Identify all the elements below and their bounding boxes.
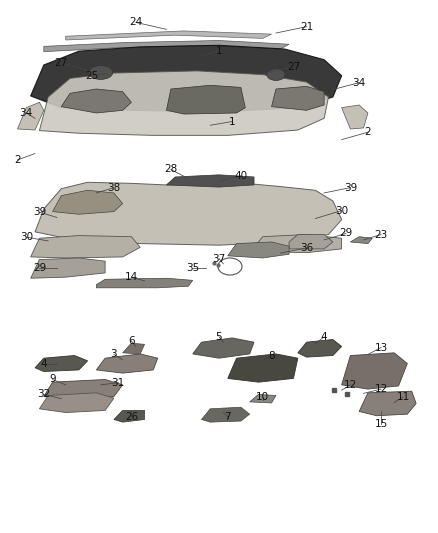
Polygon shape	[31, 258, 105, 278]
Text: 2: 2	[364, 127, 371, 137]
Text: 4: 4	[40, 359, 47, 368]
Text: 6: 6	[128, 336, 135, 346]
Text: 38: 38	[107, 183, 120, 192]
Polygon shape	[31, 45, 342, 112]
Polygon shape	[359, 391, 416, 416]
Text: 1: 1	[215, 46, 223, 55]
Text: 39: 39	[344, 183, 357, 192]
Text: 35: 35	[186, 263, 199, 272]
Text: 7: 7	[224, 412, 231, 422]
Polygon shape	[254, 235, 342, 253]
Ellipse shape	[267, 69, 285, 80]
Text: 27: 27	[55, 58, 68, 68]
Text: 21: 21	[300, 22, 313, 31]
Polygon shape	[289, 235, 333, 249]
Polygon shape	[53, 190, 123, 214]
Polygon shape	[350, 237, 372, 244]
Polygon shape	[298, 340, 342, 357]
Text: 27: 27	[287, 62, 300, 71]
Polygon shape	[18, 102, 44, 130]
Polygon shape	[228, 242, 289, 258]
Polygon shape	[166, 85, 245, 114]
Polygon shape	[342, 105, 368, 129]
Text: 3: 3	[110, 350, 117, 359]
Polygon shape	[66, 31, 272, 40]
Polygon shape	[342, 353, 407, 389]
Text: 12: 12	[344, 380, 357, 390]
Polygon shape	[44, 379, 123, 400]
Text: 32: 32	[37, 390, 50, 399]
Text: 40: 40	[234, 171, 247, 181]
Polygon shape	[96, 354, 158, 373]
Polygon shape	[96, 278, 193, 288]
Text: 36: 36	[300, 243, 313, 253]
Text: 23: 23	[374, 230, 388, 239]
Polygon shape	[201, 407, 250, 422]
Text: 1: 1	[229, 117, 236, 126]
Polygon shape	[123, 343, 145, 354]
Text: 26: 26	[125, 412, 138, 422]
Text: 9: 9	[49, 375, 56, 384]
Text: 11: 11	[396, 392, 410, 402]
Text: 2: 2	[14, 155, 21, 165]
Polygon shape	[228, 354, 298, 382]
Text: 30: 30	[335, 206, 348, 215]
Polygon shape	[166, 175, 254, 187]
Polygon shape	[39, 71, 329, 135]
Text: 31: 31	[112, 378, 125, 387]
Text: 5: 5	[215, 332, 223, 342]
Polygon shape	[31, 236, 140, 258]
Polygon shape	[250, 394, 276, 403]
Text: 8: 8	[268, 351, 275, 361]
Text: 10: 10	[256, 392, 269, 402]
Text: 28: 28	[164, 165, 177, 174]
Text: 14: 14	[125, 272, 138, 282]
Text: 39: 39	[33, 207, 46, 217]
Text: 15: 15	[374, 419, 388, 429]
Text: 13: 13	[374, 343, 388, 352]
Ellipse shape	[88, 66, 113, 79]
Polygon shape	[35, 182, 342, 245]
Text: 25: 25	[85, 71, 99, 80]
Polygon shape	[35, 356, 88, 372]
Text: 34: 34	[353, 78, 366, 87]
Polygon shape	[39, 393, 114, 413]
Polygon shape	[114, 410, 145, 422]
Text: 34: 34	[20, 108, 33, 118]
Text: 29: 29	[339, 229, 353, 238]
Polygon shape	[193, 338, 254, 358]
Text: 30: 30	[20, 232, 33, 242]
Text: 24: 24	[129, 18, 142, 27]
Polygon shape	[61, 89, 131, 113]
Text: 37: 37	[212, 254, 226, 263]
Text: 12: 12	[374, 384, 388, 394]
Text: 4: 4	[321, 332, 328, 342]
Text: 29: 29	[33, 263, 46, 272]
Polygon shape	[272, 86, 324, 110]
Polygon shape	[44, 41, 289, 52]
